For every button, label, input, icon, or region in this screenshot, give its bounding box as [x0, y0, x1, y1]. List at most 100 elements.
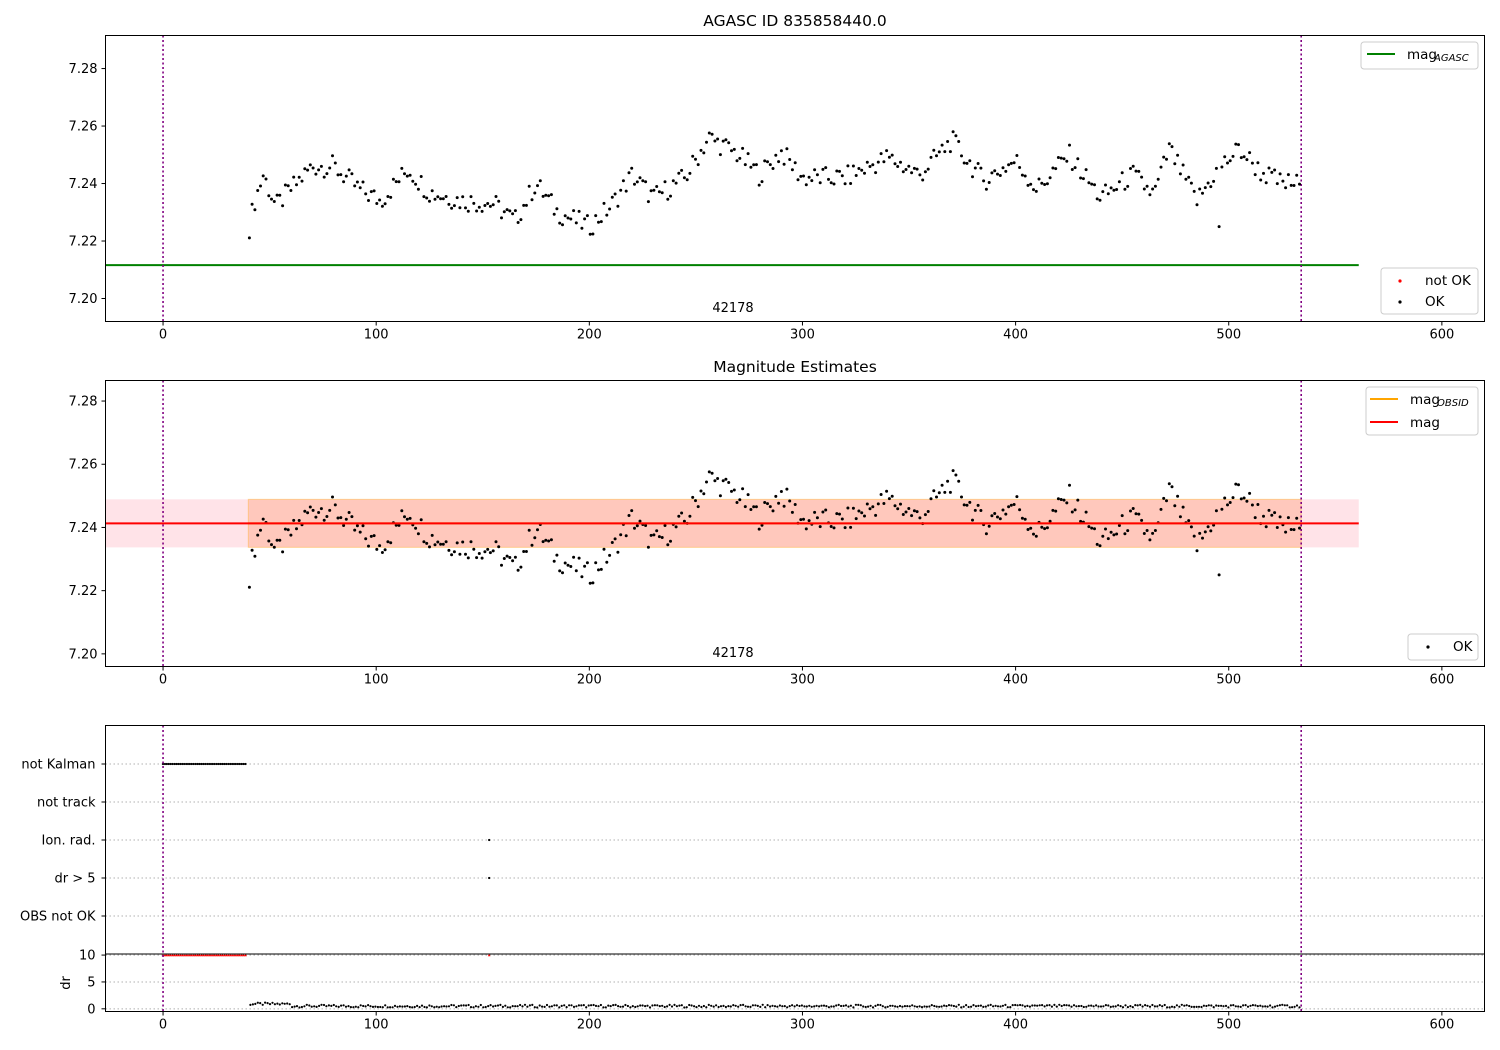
data-point	[552, 559, 556, 563]
dr-point	[1104, 1004, 1107, 1007]
data-point	[389, 541, 393, 545]
data-point	[821, 510, 825, 514]
flag-point	[196, 762, 199, 766]
dr-point	[629, 1006, 632, 1009]
data-point	[391, 177, 395, 181]
data-point	[469, 195, 473, 199]
data-point	[1004, 169, 1008, 173]
data-point	[491, 203, 495, 207]
dr-point	[1222, 1005, 1225, 1008]
dr-point	[827, 1006, 831, 1009]
panel3-x-axis: 0 100 200 300 400 500 600	[159, 1011, 1454, 1033]
dr-point	[337, 1005, 340, 1009]
data-point	[951, 469, 955, 473]
dr-clipped-point	[175, 953, 178, 957]
data-point	[965, 161, 969, 165]
dr-point	[977, 1004, 980, 1008]
data-point	[760, 180, 764, 184]
data-point	[599, 567, 603, 571]
data-point	[885, 149, 889, 153]
data-point	[771, 509, 775, 513]
dr-point	[634, 1005, 637, 1009]
dr-point	[1232, 1004, 1235, 1007]
dr-point	[266, 1002, 269, 1005]
dr-point	[1212, 1006, 1215, 1009]
dr-point	[482, 1006, 485, 1009]
data-point	[452, 204, 456, 208]
y-tick-label: 7.26	[69, 120, 98, 135]
data-point	[907, 507, 911, 510]
data-point	[372, 189, 376, 193]
magnitude-estimates-panel: Magnitude Estimates 42178 0 100 200 300 400 5…	[69, 358, 1485, 688]
dr-point	[423, 1005, 426, 1009]
dr-point	[447, 1005, 451, 1008]
dr-point	[903, 1005, 907, 1008]
dr-point	[693, 1005, 696, 1008]
panel1-frame	[105, 35, 1485, 322]
dr-clipped-point	[240, 953, 243, 957]
data-point	[635, 180, 639, 184]
data-point	[455, 541, 459, 545]
data-point	[1156, 177, 1160, 181]
dr-point	[1153, 1005, 1156, 1008]
data-point	[699, 148, 703, 152]
dr-point	[1077, 1005, 1080, 1008]
data-point	[361, 524, 365, 528]
dr-point	[506, 1006, 509, 1009]
dr-point	[403, 1005, 406, 1008]
dr-point	[1014, 1003, 1017, 1007]
data-point	[1165, 157, 1168, 161]
dr-point	[1246, 1005, 1250, 1008]
dr-point	[764, 1006, 767, 1009]
data-point	[948, 150, 952, 154]
data-point	[444, 195, 448, 198]
dr-point	[344, 1005, 348, 1008]
data-point	[436, 540, 440, 544]
dr-point	[800, 1004, 804, 1007]
dr-point	[332, 1003, 335, 1007]
data-point	[561, 223, 564, 227]
data-point	[796, 178, 800, 182]
flag-point	[227, 762, 230, 766]
data-point	[849, 525, 853, 529]
dr-point	[433, 1006, 436, 1009]
dr-point	[465, 1004, 468, 1007]
data-point	[497, 545, 501, 549]
dr-point	[869, 1004, 872, 1007]
data-point	[649, 533, 653, 537]
data-point	[572, 555, 576, 559]
data-point	[566, 563, 570, 567]
dr-point	[1256, 1005, 1259, 1008]
data-point	[1220, 507, 1224, 511]
data-point	[610, 541, 614, 544]
data-point	[383, 548, 387, 552]
data-point	[1170, 485, 1174, 489]
dr-point	[1291, 1006, 1294, 1009]
data-point	[1192, 534, 1196, 538]
dr-point	[352, 1006, 355, 1009]
dr-point	[572, 1005, 576, 1009]
data-point	[275, 538, 279, 542]
data-point	[677, 514, 681, 518]
data-point	[1250, 503, 1254, 507]
dr-point	[994, 1004, 997, 1007]
data-point	[358, 186, 362, 190]
dr-point	[835, 1004, 838, 1007]
data-point	[1106, 192, 1110, 196]
data-point	[1142, 187, 1146, 191]
dr-point	[472, 1006, 475, 1009]
data-point	[527, 184, 531, 188]
data-point	[1106, 537, 1110, 541]
data-point	[306, 168, 310, 172]
data-point	[724, 477, 728, 481]
data-point	[1262, 171, 1265, 175]
dr-point	[416, 1004, 419, 1008]
data-point	[513, 555, 517, 559]
data-point	[1212, 523, 1216, 527]
dr-point	[712, 1005, 715, 1008]
dr-point	[492, 1005, 495, 1008]
dr-point	[1202, 1004, 1205, 1007]
data-point	[433, 543, 437, 547]
data-point	[973, 166, 977, 170]
dr-point	[1220, 1004, 1223, 1007]
